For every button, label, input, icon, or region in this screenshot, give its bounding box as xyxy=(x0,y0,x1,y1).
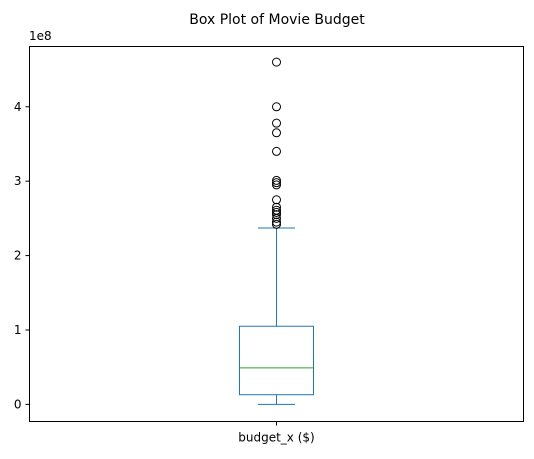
x-tick-label: budget_x ($) xyxy=(238,431,314,445)
outlier-point xyxy=(272,217,281,227)
outlier-point xyxy=(272,57,281,67)
outlier-point xyxy=(272,102,281,112)
y-tick-label: 4 xyxy=(14,100,22,114)
outlier-point xyxy=(272,195,281,205)
outlier-point xyxy=(272,210,281,220)
chart-title: Box Plot of Movie Budget xyxy=(189,12,365,28)
iqr-box xyxy=(239,325,314,396)
outlier-point xyxy=(272,178,281,188)
x-axis-ticks: budget_x ($) xyxy=(238,421,315,445)
boxplot-group xyxy=(239,57,314,405)
outlier-point xyxy=(272,219,281,229)
y-tick-label: 1 xyxy=(14,323,22,337)
outlier-point xyxy=(272,207,281,217)
outlier-point xyxy=(272,118,281,128)
outlier-point xyxy=(272,202,281,212)
outlier-point xyxy=(272,175,281,185)
outlier-point xyxy=(272,180,281,190)
y-axis-ticks: 0 1 2 3 4 xyxy=(14,100,30,411)
y-tick-label: 2 xyxy=(14,249,22,263)
outlier-point xyxy=(272,128,281,138)
y-tick-label: 3 xyxy=(14,174,22,188)
outlier-point xyxy=(272,213,281,223)
outlier-point xyxy=(272,146,281,156)
y-axis-offset-label: 1e8 xyxy=(29,29,52,43)
y-tick-label: 0 xyxy=(14,397,22,411)
